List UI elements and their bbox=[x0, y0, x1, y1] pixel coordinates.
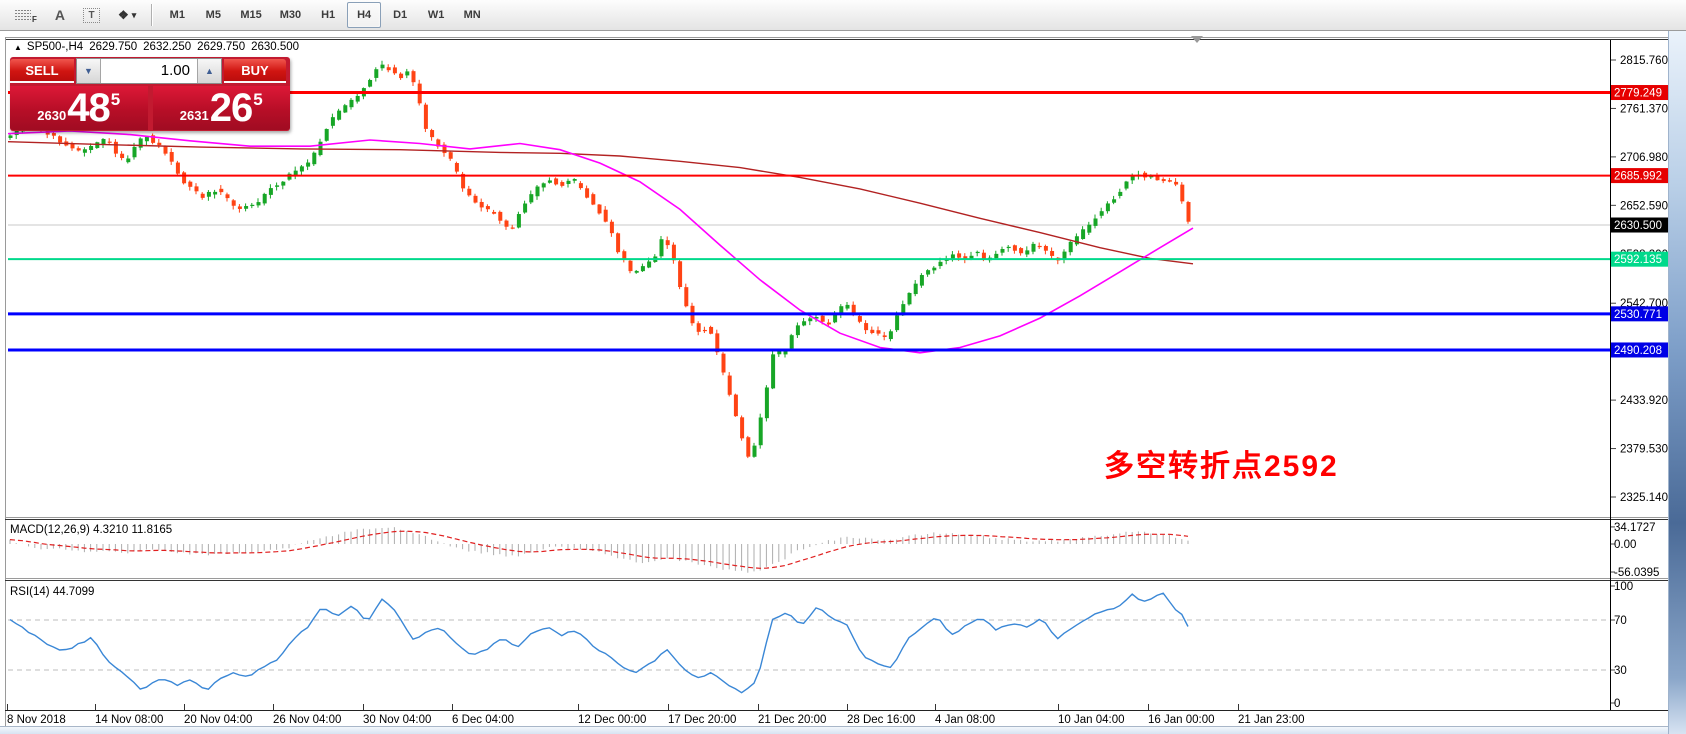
volume-increase-button[interactable]: ▲ bbox=[197, 59, 221, 83]
toolbar-separator bbox=[151, 4, 154, 26]
timeframe-button-m1[interactable]: M1 bbox=[169, 9, 185, 21]
svg-text:0: 0 bbox=[1614, 698, 1620, 710]
arrows-icon: ❖ bbox=[118, 8, 129, 22]
svg-text:2815.760: 2815.760 bbox=[1620, 55, 1668, 67]
svg-text:2530.771: 2530.771 bbox=[1614, 309, 1662, 321]
fibonacci-grid-icon bbox=[15, 9, 31, 21]
svg-text:21 Jan 23:00: 21 Jan 23:00 bbox=[1238, 714, 1305, 726]
timeframe-button-m15[interactable]: M15 bbox=[240, 9, 262, 21]
svg-text:12 Dec 00:00: 12 Dec 00:00 bbox=[578, 714, 646, 726]
symbol-direction-icon: ▲ bbox=[14, 42, 22, 52]
svg-text:0.00: 0.00 bbox=[1614, 539, 1636, 551]
sell-button[interactable]: SELL bbox=[10, 59, 74, 83]
sell-price-quote[interactable]: 2630 48 5 bbox=[10, 86, 148, 130]
timeframe-button-w1[interactable]: W1 bbox=[427, 9, 445, 21]
svg-text:2761.370: 2761.370 bbox=[1620, 103, 1668, 115]
text-icon: T bbox=[83, 7, 101, 23]
ohlc-high: 2632.250 bbox=[143, 41, 192, 53]
svg-text:100: 100 bbox=[1614, 581, 1633, 593]
sell-price-big: 48 bbox=[67, 86, 110, 130]
svg-text:6 Dec 04:00: 6 Dec 04:00 bbox=[452, 714, 514, 726]
svg-text:2779.249: 2779.249 bbox=[1614, 88, 1662, 100]
svg-text:10 Jan 04:00: 10 Jan 04:00 bbox=[1058, 714, 1125, 726]
svg-text:8 Nov 2018: 8 Nov 2018 bbox=[7, 714, 66, 726]
timeframe-button-mn[interactable]: MN bbox=[463, 9, 481, 21]
timeframe-button-m30[interactable]: M30 bbox=[279, 9, 302, 21]
svg-text:2652.590: 2652.590 bbox=[1620, 200, 1668, 212]
volume-value[interactable]: 1.00 bbox=[160, 62, 190, 79]
text-tool-button[interactable]: T bbox=[75, 2, 108, 28]
ohlc-low: 2629.750 bbox=[197, 41, 246, 53]
svg-text:2379.530: 2379.530 bbox=[1620, 444, 1668, 456]
arrows-tool-button[interactable]: ❖ ▾ bbox=[110, 2, 144, 28]
svg-text:70: 70 bbox=[1614, 615, 1627, 627]
svg-text:2630.500: 2630.500 bbox=[1614, 220, 1662, 232]
text-label-tool-button[interactable]: A bbox=[47, 2, 73, 28]
timeframe-button-h1[interactable]: H1 bbox=[321, 9, 336, 21]
svg-text:2706.980: 2706.980 bbox=[1620, 152, 1668, 164]
svg-text:30: 30 bbox=[1614, 665, 1627, 677]
volume-stepper: ▼ 1.00 ▲ bbox=[76, 58, 222, 84]
svg-text:16 Jan 00:00: 16 Jan 00:00 bbox=[1148, 714, 1215, 726]
buy-price-prefix: 2631 bbox=[179, 108, 209, 123]
rsi-indicator-label: RSI(14) 44.7099 bbox=[10, 586, 95, 598]
macd-indicator-label: MACD(12,26,9) 4.3210 11.8165 bbox=[10, 524, 173, 536]
timeframe-button-m5[interactable]: M5 bbox=[205, 9, 221, 21]
svg-text:34.1727: 34.1727 bbox=[1614, 522, 1656, 534]
buy-price-big: 26 bbox=[209, 86, 253, 130]
fibonacci-grid-tool-button[interactable]: F bbox=[7, 2, 45, 28]
volume-decrease-button[interactable]: ▼ bbox=[77, 59, 101, 83]
svg-text:2433.920: 2433.920 bbox=[1620, 395, 1668, 407]
window-right-edge bbox=[1668, 31, 1686, 734]
window-bottom-edge bbox=[0, 727, 1669, 734]
svg-text:21 Dec 20:00: 21 Dec 20:00 bbox=[758, 714, 826, 726]
chart-annotation: 多空转折点2592 bbox=[1104, 450, 1339, 483]
buy-price-pip: 5 bbox=[253, 90, 263, 109]
chart-ohlc-header: ▲ SP500-,H4 2629.750 2632.250 2629.750 2… bbox=[14, 41, 299, 53]
svg-text:-56.0395: -56.0395 bbox=[1614, 567, 1659, 579]
sell-price-pip: 5 bbox=[110, 90, 121, 109]
ohlc-open: 2629.750 bbox=[89, 41, 138, 53]
svg-text:2325.140: 2325.140 bbox=[1620, 492, 1668, 504]
svg-text:4 Jan 08:00: 4 Jan 08:00 bbox=[935, 714, 995, 726]
timeframe-button-h4[interactable]: H4 bbox=[347, 2, 382, 28]
svg-text:20 Nov 04:00: 20 Nov 04:00 bbox=[184, 714, 252, 726]
sell-price-prefix: 2630 bbox=[37, 108, 67, 123]
ohlc-close: 2630.500 bbox=[251, 41, 300, 53]
svg-text:30 Nov 04:00: 30 Nov 04:00 bbox=[363, 714, 431, 726]
svg-text:2490.208: 2490.208 bbox=[1614, 345, 1662, 357]
svg-text:26 Nov 04:00: 26 Nov 04:00 bbox=[273, 714, 341, 726]
text-label-icon: A bbox=[54, 7, 66, 23]
timeframe-button-d1[interactable]: D1 bbox=[393, 9, 408, 21]
fibonacci-grid-icon-letter: F bbox=[32, 14, 37, 24]
chevron-down-icon: ▾ bbox=[131, 9, 137, 20]
buy-button[interactable]: BUY bbox=[224, 59, 286, 83]
toolbar: F A T ❖ ▾ M1 M5 M15 M30 H1 H4 D1 W1 MN bbox=[0, 0, 1686, 31]
symbol-period-label: SP500-,H4 bbox=[26, 41, 84, 53]
buy-price-quote[interactable]: 2631 26 5 bbox=[152, 86, 290, 130]
one-click-trading-panel: SELL ▼ 1.00 ▲ BUY 2630 48 5 2631 26 5 bbox=[10, 57, 290, 131]
svg-text:2685.992: 2685.992 bbox=[1614, 171, 1662, 183]
svg-text:2592.135: 2592.135 bbox=[1614, 254, 1662, 266]
svg-text:28 Dec 16:00: 28 Dec 16:00 bbox=[847, 714, 915, 726]
svg-text:14 Nov 08:00: 14 Nov 08:00 bbox=[95, 714, 163, 726]
svg-text:17 Dec 20:00: 17 Dec 20:00 bbox=[668, 714, 736, 726]
